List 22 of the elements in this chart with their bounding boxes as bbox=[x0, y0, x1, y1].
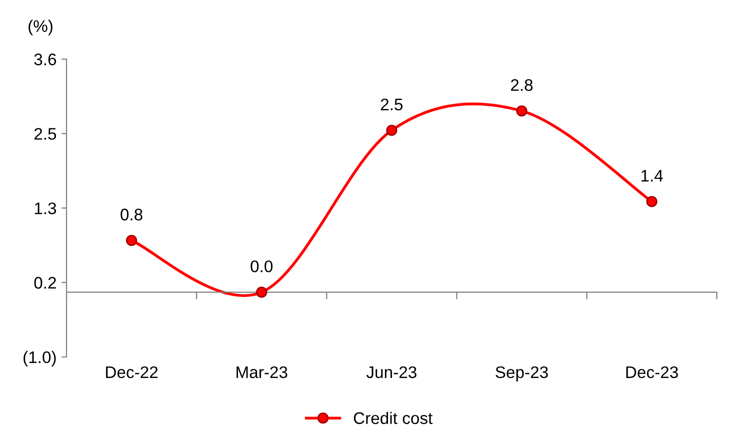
data-label: 0.8 bbox=[120, 208, 142, 220]
y-tick-label: 3.6 bbox=[34, 54, 56, 66]
legend-label: Credit cost bbox=[354, 412, 433, 424]
y-tick-label: (1.0) bbox=[24, 350, 56, 366]
x-tick-label: Sep-23 bbox=[496, 366, 548, 382]
x-tick-label: Dec-23 bbox=[626, 366, 678, 378]
y-tick-label: 0.2 bbox=[34, 276, 56, 289]
point bbox=[386, 124, 398, 136]
data-label: 1.4 bbox=[641, 170, 663, 182]
x-tick-label: Dec-22 bbox=[106, 366, 158, 378]
data-label: 2.5 bbox=[380, 98, 403, 110]
point bbox=[646, 196, 658, 208]
data-label: 0.0 bbox=[250, 260, 273, 272]
x-tick-label: Mar-23 bbox=[236, 366, 288, 378]
y-tick-label: 1.3 bbox=[34, 202, 56, 214]
x-tick-label: Jun-23 bbox=[366, 366, 416, 378]
point bbox=[256, 286, 268, 298]
point bbox=[126, 234, 138, 246]
data-label: 2.8 bbox=[510, 79, 533, 91]
y-tick-label: 2.5 bbox=[34, 128, 56, 140]
point bbox=[516, 105, 528, 116]
y-axis-title: (%) bbox=[28, 20, 52, 36]
